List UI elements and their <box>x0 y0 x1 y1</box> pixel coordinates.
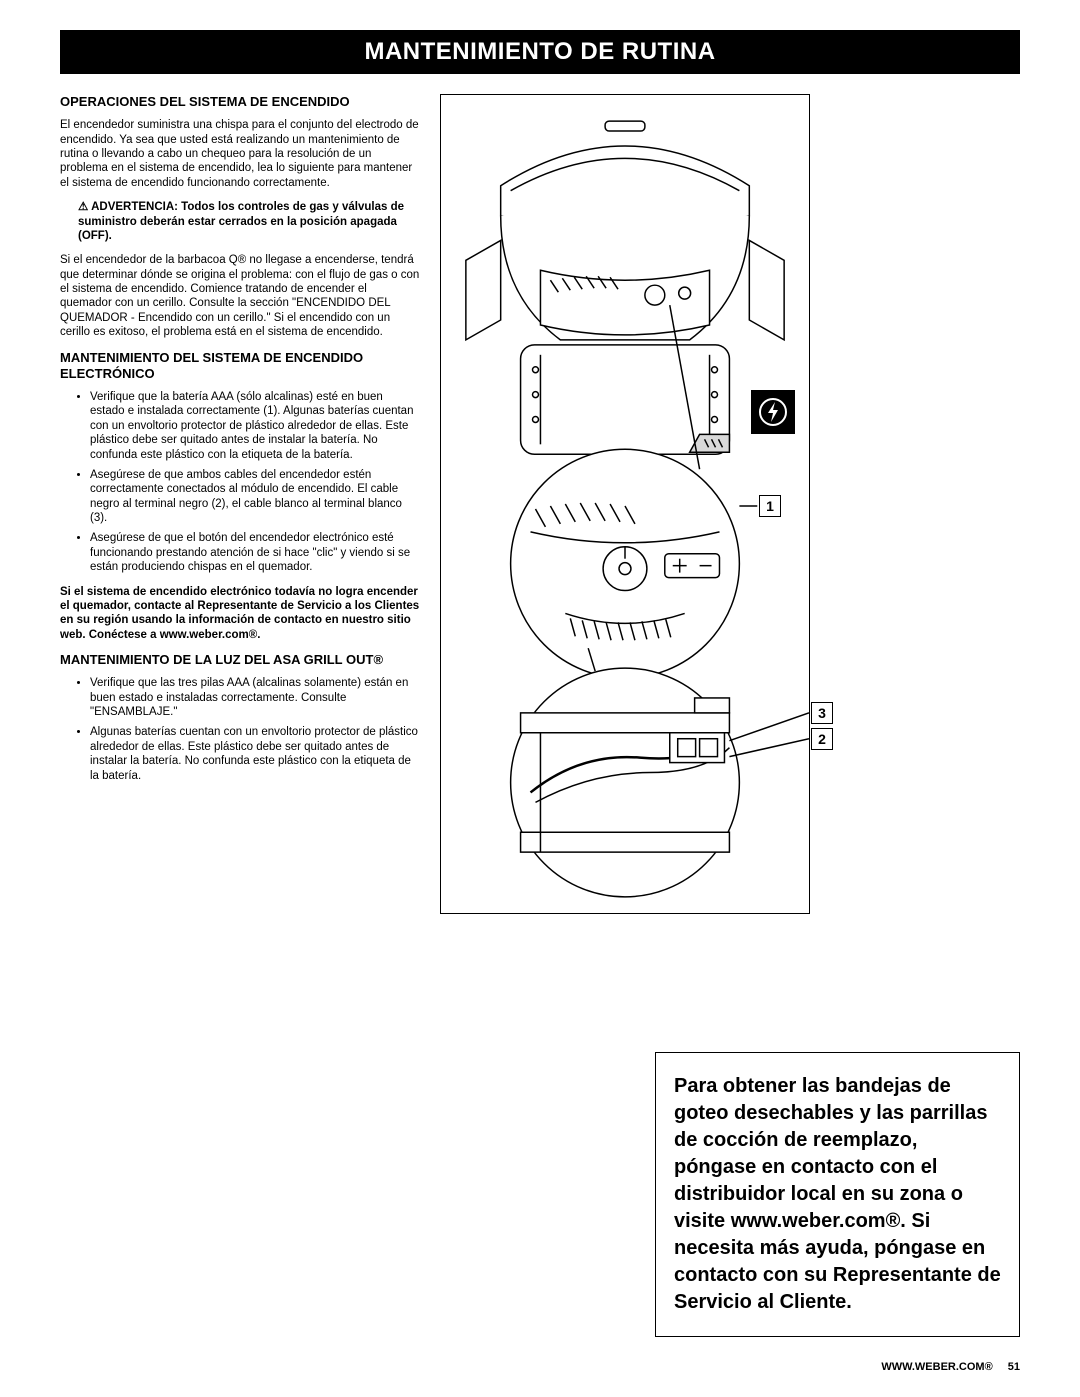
grill-diagram <box>441 95 809 913</box>
diagram-box: 1 2 3 <box>440 94 810 914</box>
section1-para1: El encendedor suministra una chispa para… <box>60 118 420 190</box>
warning-text: ⚠ ADVERTENCIA: Todos los controles de ga… <box>78 200 420 243</box>
section3-title: MANTENIMIENTO DE LA LUZ DEL ASA GRILL OU… <box>60 652 420 668</box>
content-row: OPERACIONES DEL SISTEMA DE ENCENDIDO El … <box>60 94 1020 914</box>
list-item: Verifique que la batería AAA (sólo alcal… <box>90 390 420 462</box>
list-item: Algunas baterías cuentan con un envoltor… <box>90 725 420 783</box>
list-item: Asegúrese de que el botón del encendedor… <box>90 531 420 574</box>
page-banner: MANTENIMIENTO DE RUTINA <box>60 30 1020 74</box>
section1-para2: Si el encendedor de la barbacoa Q® no ll… <box>60 253 420 339</box>
diagram-label-3: 3 <box>811 702 833 724</box>
section2-bold: Si el sistema de encendido electrónico t… <box>60 585 420 643</box>
footer-url: WWW.WEBER.COM® <box>881 1361 992 1373</box>
section1-title: OPERACIONES DEL SISTEMA DE ENCENDIDO <box>60 94 420 110</box>
diagram-label-2: 2 <box>811 728 833 750</box>
section2-list: Verifique que la batería AAA (sólo alcal… <box>60 390 420 575</box>
list-item: Asegúrese de que ambos cables del encend… <box>90 468 420 526</box>
callout-box: Para obtener las bandejas de goteo desec… <box>655 1052 1020 1337</box>
right-column: 1 2 3 <box>440 94 1020 914</box>
banner-title: MANTENIMIENTO DE RUTINA <box>364 38 715 66</box>
left-column: OPERACIONES DEL SISTEMA DE ENCENDIDO El … <box>60 94 420 914</box>
section3-list: Verifique que las tres pilas AAA (alcali… <box>60 676 420 783</box>
lightning-icon <box>751 390 795 434</box>
callout-text: Para obtener las bandejas de goteo desec… <box>674 1073 1001 1316</box>
page-footer: WWW.WEBER.COM® 51 <box>881 1361 1020 1373</box>
section2-title: MANTENIMIENTO DEL SISTEMA DE ENCENDIDO E… <box>60 350 420 383</box>
list-item: Verifique que las tres pilas AAA (alcali… <box>90 676 420 719</box>
page-number: 51 <box>1008 1361 1020 1373</box>
diagram-label-1: 1 <box>759 495 781 517</box>
